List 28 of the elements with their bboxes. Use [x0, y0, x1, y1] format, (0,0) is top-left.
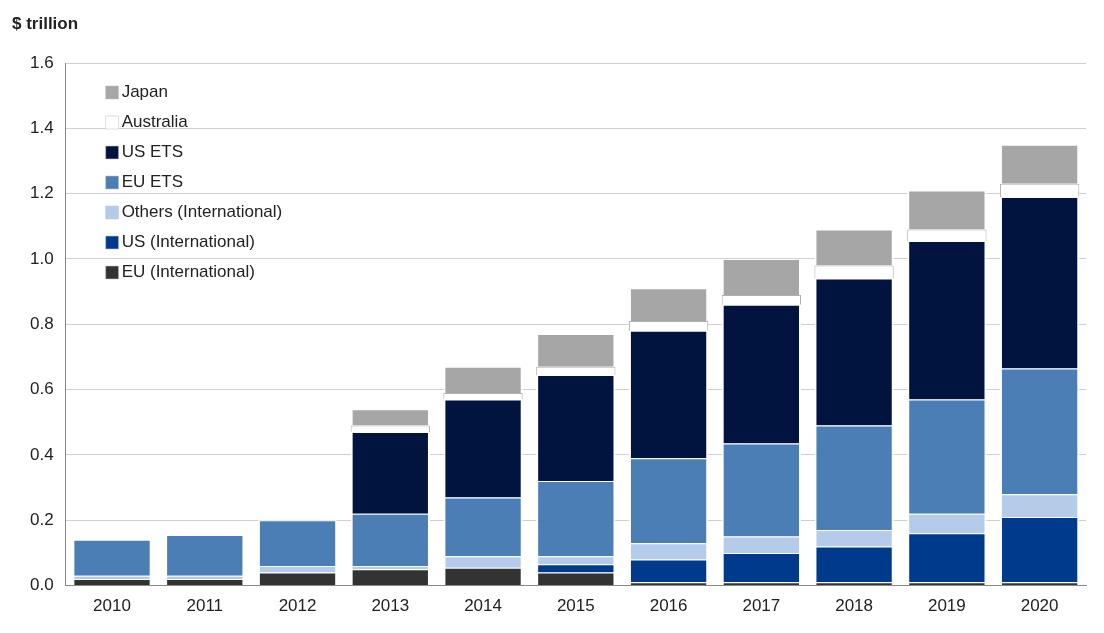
x-tick-label: 2017: [742, 596, 781, 616]
y-axis-title: $ trillion: [12, 14, 79, 34]
legend-label: US ETS: [121, 141, 184, 161]
x-tick-label: 2020: [1020, 596, 1059, 616]
y-tick-label: 0.6: [29, 379, 54, 399]
x-tick-label: 2010: [93, 596, 131, 616]
x-tick-label: 2019: [927, 596, 966, 616]
x-tick-label: 2011: [186, 596, 224, 616]
legend-label: Australia: [121, 111, 189, 131]
legend-label: EU (International): [121, 261, 255, 281]
y-tick-label: 0.4: [29, 444, 54, 464]
y-tick-label: 1.6: [29, 52, 54, 72]
x-tick-label: 2018: [835, 596, 874, 616]
legend-label: EU ETS: [121, 171, 184, 191]
x-tick-label: 2014: [464, 596, 502, 616]
y-tick-label: 1.4: [29, 118, 54, 138]
x-tick-label: 2016: [649, 596, 688, 616]
y-tick-label: 1.0: [29, 248, 54, 268]
y-tick-label: 0.8: [29, 313, 54, 333]
legend-label: US (International): [121, 231, 255, 251]
x-tick-label: 2013: [371, 596, 410, 616]
y-tick-label: 1.2: [29, 183, 54, 203]
y-tick-label: 0.2: [29, 509, 54, 529]
legend-label: Japan: [121, 81, 168, 101]
x-tick-label: 2012: [278, 596, 317, 616]
y-tick-label: 0.0: [29, 575, 54, 595]
legend-label: Others (International): [121, 201, 283, 221]
x-tick-label: 2015: [556, 596, 595, 616]
